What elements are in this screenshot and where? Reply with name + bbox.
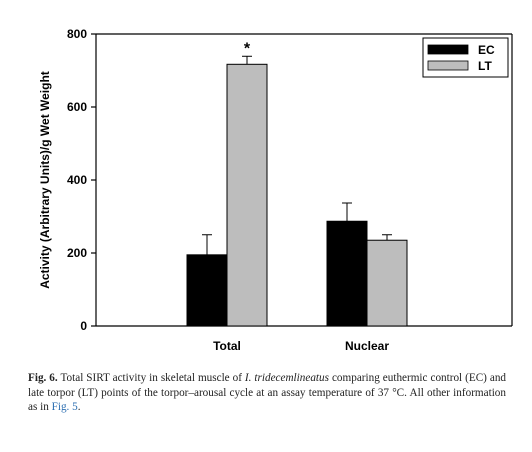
- y-axis-label: Activity (Arbitrary Units)/g Wet Weight: [38, 71, 52, 289]
- y-tick-label: 200: [67, 246, 87, 260]
- y-tick-label: 600: [67, 100, 87, 114]
- caption-end: .: [77, 401, 81, 413]
- caption-label: Fig. 6.: [28, 372, 58, 384]
- bar-lt-total: [226, 63, 268, 327]
- legend-swatch-lt: [427, 60, 469, 71]
- bar-lt-nuclear: [366, 239, 408, 327]
- y-tick-label: 0: [80, 319, 87, 333]
- bar-ec-total: [186, 254, 228, 327]
- y-tick-label: 800: [67, 27, 87, 41]
- figure-caption: Fig. 6. Total SIRT activity in skeletal …: [28, 371, 506, 415]
- caption-species: I. tridecemlineatus: [244, 372, 329, 384]
- significance-asterisk: *: [244, 40, 251, 57]
- legend: EC LT: [422, 37, 509, 78]
- caption-text-2: comparing euthermic control (EC) and lat…: [28, 372, 507, 413]
- legend-label-lt: LT: [478, 59, 492, 73]
- caption-text-1: Total SIRT activity in skeletal muscle o…: [60, 372, 242, 384]
- legend-label-ec: EC: [478, 43, 495, 57]
- legend-box: [422, 37, 509, 78]
- plot-area: 0 200 400 600 800 Total Nuclear *: [67, 27, 513, 353]
- legend-swatch-ec: [427, 44, 469, 55]
- bar-ec-nuclear: [326, 220, 368, 327]
- caption-figure-link[interactable]: Fig. 5: [51, 401, 78, 413]
- x-tick-label: Total: [213, 339, 241, 353]
- x-tick-label: Nuclear: [345, 339, 389, 353]
- y-tick-label: 400: [67, 173, 87, 187]
